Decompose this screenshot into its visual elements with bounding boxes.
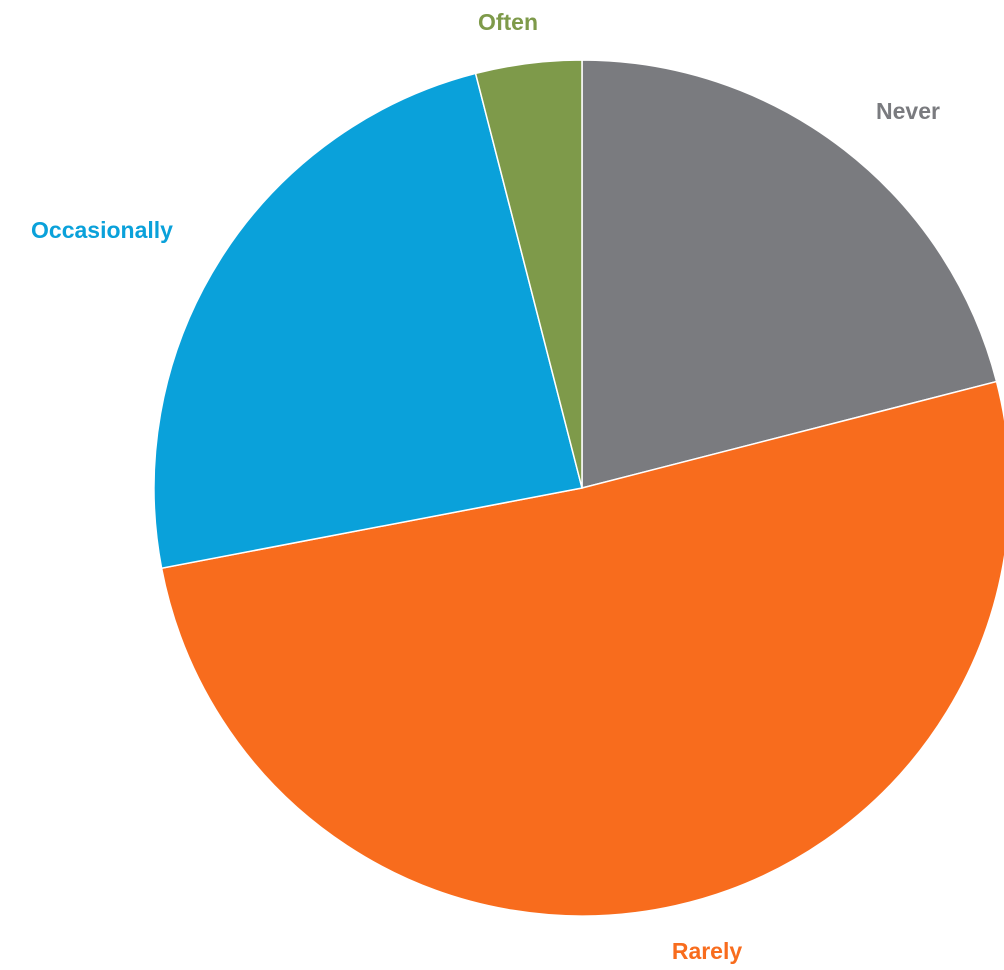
slice-label-occasionally: Occasionally (31, 217, 173, 243)
pie-slice-occasionally (153, 72, 583, 570)
pie-slices (153, 59, 1004, 917)
slice-label-rarely: Rarely (672, 938, 743, 964)
pie-slice-never (581, 59, 998, 489)
pie-labels: Never Rarely Occasionally Often (31, 9, 940, 964)
pie-slice-rarely (160, 380, 1004, 917)
slice-label-never: Never (876, 98, 940, 124)
pie-slice-often (474, 59, 583, 489)
slice-label-often: Often (478, 9, 538, 35)
